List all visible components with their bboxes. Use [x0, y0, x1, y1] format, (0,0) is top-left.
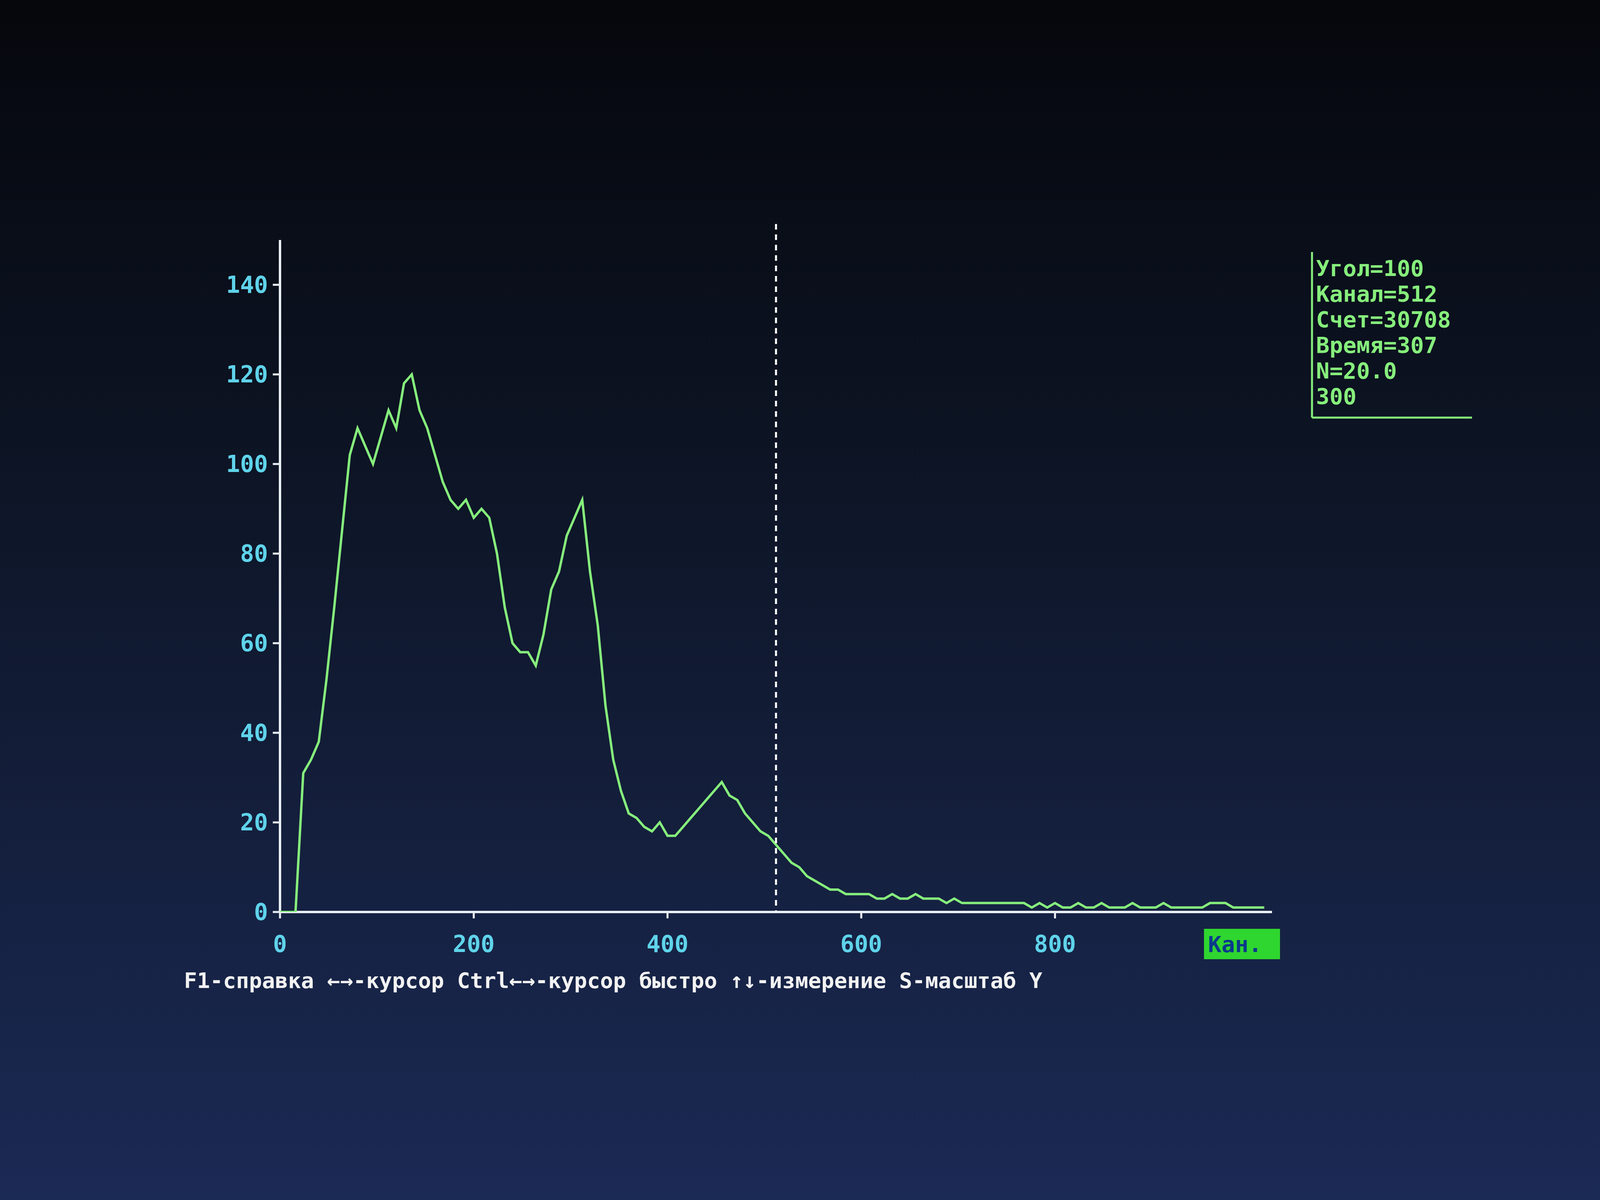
y-tick: [272, 463, 280, 466]
info-line: Счет=30708: [1316, 306, 1451, 333]
plot-area: [280, 374, 1265, 912]
y-tick-label: 40: [240, 719, 268, 747]
y-tick-label: 20: [240, 808, 268, 836]
cursor-line: [775, 224, 778, 912]
y-axis: [278, 240, 282, 912]
y-tick-label: 100: [226, 450, 268, 478]
info-line: Время=307: [1316, 332, 1438, 358]
y-tick: [272, 373, 280, 376]
info-border: [1312, 416, 1472, 419]
x-tick: [1054, 912, 1056, 919]
y-tick: [272, 732, 280, 734]
x-tick-label: 600: [840, 930, 883, 958]
y-tick: [272, 911, 280, 914]
help-line: F1-справка ←→-курсор Ctrl←→-курсор быстр…: [184, 968, 1043, 994]
y-tick: [272, 821, 280, 824]
y-tick-label: 120: [226, 360, 268, 388]
x-tick-label: 200: [452, 930, 495, 958]
y-tick-label: 60: [240, 629, 268, 657]
x-axis-label: Кан.: [1208, 931, 1262, 958]
y-tick-label: 80: [240, 540, 268, 568]
x-tick-label: 400: [646, 930, 689, 958]
x-tick: [279, 912, 282, 919]
info-line: Канал=512: [1316, 280, 1438, 307]
x-tick-label: 0: [273, 930, 288, 958]
info-line: Угол=100: [1316, 255, 1424, 282]
x-label-bg: [1204, 928, 1280, 960]
spectrum-line: [280, 374, 1265, 912]
x-tick: [860, 912, 863, 919]
y-tick: [272, 284, 280, 286]
y-tick: [272, 552, 280, 555]
y-tick-label: 0: [254, 898, 268, 926]
info-line: N=20.0: [1316, 357, 1397, 384]
x-tick: [666, 912, 669, 919]
y-tick-label: 140: [226, 271, 268, 299]
x-tick: [472, 912, 475, 919]
info-line: 300: [1316, 383, 1357, 410]
info-border: [1311, 252, 1314, 418]
y-tick: [272, 642, 280, 645]
x-tick-label: 800: [1034, 930, 1076, 958]
chart-svg: 0 20 40 60 80 100 120 140 0 200 400 600 800 Кан. Угол=…: [0, 0, 1600, 1200]
chart-root: 0 20 40 60 80 100 120 140 0 200 400 600 800 Кан. Угол=…: [0, 0, 1600, 1200]
